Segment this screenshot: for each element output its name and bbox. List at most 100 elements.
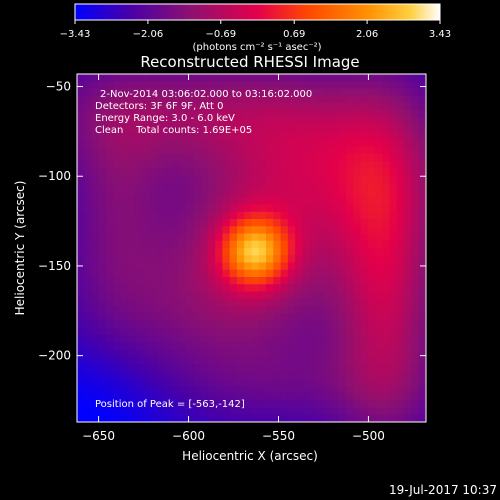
heatmap-cell xyxy=(367,139,376,148)
heatmap-cell xyxy=(156,277,165,285)
heatmap-cell xyxy=(418,175,426,184)
heatmap-cell xyxy=(266,306,274,314)
heatmap-cell xyxy=(186,291,194,300)
heatmap-cell xyxy=(382,74,391,82)
heatmap-cell xyxy=(127,277,136,285)
heatmap-cell xyxy=(353,161,362,169)
heatmap-cell xyxy=(91,197,100,206)
heatmap-cell xyxy=(382,342,391,351)
heatmap-cell xyxy=(266,262,274,271)
heatmap-cell xyxy=(324,161,333,169)
heatmap-cell xyxy=(77,88,85,97)
heatmap-cell xyxy=(84,161,93,169)
heatmap-cell xyxy=(346,95,354,104)
heatmap-cell xyxy=(331,378,340,387)
heatmap-cell xyxy=(375,197,383,206)
heatmap-cell xyxy=(229,269,238,278)
heatmap-cell xyxy=(156,407,165,416)
heatmap-cell xyxy=(338,117,347,126)
heatmap-cell xyxy=(375,161,383,169)
heatmap-cell xyxy=(258,320,267,329)
heatmap-area xyxy=(77,74,426,422)
heatmap-cell xyxy=(164,132,173,140)
heatmap-cell xyxy=(244,255,253,264)
heatmap-cell xyxy=(338,190,347,198)
heatmap-cell xyxy=(142,74,151,82)
heatmap-cell xyxy=(273,327,282,336)
heatmap-cell xyxy=(353,146,362,155)
heatmap-cell xyxy=(382,269,391,278)
heatmap-cell xyxy=(178,146,187,155)
heatmap-cell xyxy=(186,320,194,329)
heatmap-cell xyxy=(331,364,340,372)
heatmap-cell xyxy=(287,364,296,372)
heatmap-cell xyxy=(113,356,122,365)
heatmap-cell xyxy=(207,371,216,380)
heatmap-cell xyxy=(331,233,340,242)
heatmap-cell xyxy=(193,110,202,119)
heatmap-cell xyxy=(375,226,383,235)
heatmap-cell xyxy=(120,327,129,336)
heatmap-cell xyxy=(287,74,296,82)
heatmap-cell xyxy=(418,240,426,249)
heatmap-cell xyxy=(127,132,136,140)
heatmap-cell xyxy=(149,356,158,365)
heatmap-cell xyxy=(84,103,93,111)
heatmap-cell xyxy=(404,320,413,329)
heatmap-cell xyxy=(338,378,347,387)
heatmap-cell xyxy=(280,226,289,235)
heatmap-cell xyxy=(236,407,245,416)
heatmap-cell xyxy=(142,262,151,271)
heatmap-cell xyxy=(135,211,144,220)
heatmap-cell xyxy=(309,364,318,372)
heatmap-cell xyxy=(135,407,144,416)
heatmap-cell xyxy=(120,277,129,285)
heatmap-cell xyxy=(396,139,405,148)
heatmap-cell xyxy=(338,211,347,220)
heatmap-cell xyxy=(280,182,289,191)
heatmap-cell xyxy=(353,349,362,358)
heatmap-cell xyxy=(404,269,413,278)
heatmap-cell xyxy=(295,161,303,169)
heatmap-cell xyxy=(375,356,383,365)
heatmap-cell xyxy=(120,298,129,307)
heatmap-cell xyxy=(404,306,413,314)
heatmap-cell xyxy=(91,298,100,307)
heatmap-cell xyxy=(193,284,202,293)
heatmap-cell xyxy=(91,74,100,82)
heatmap-cell xyxy=(171,226,180,235)
heatmap-cell xyxy=(280,407,289,416)
heatmap-cell xyxy=(186,168,194,177)
heatmap-cell xyxy=(251,226,260,235)
heatmap-cell xyxy=(273,204,282,213)
heatmap-cell xyxy=(302,240,311,249)
heatmap-cell xyxy=(295,277,303,285)
heatmap-cell xyxy=(77,298,85,307)
heatmap-cell xyxy=(193,269,202,278)
heatmap-cell xyxy=(258,248,267,256)
heatmap-cell xyxy=(142,211,151,220)
heatmap-cell xyxy=(178,313,187,322)
heatmap-cell xyxy=(164,190,173,198)
heatmap-cell xyxy=(331,132,340,140)
heatmap-cell xyxy=(280,284,289,293)
heatmap-cell xyxy=(251,240,260,249)
heatmap-cell xyxy=(164,414,173,422)
heatmap-cell xyxy=(178,226,187,235)
heatmap-cell xyxy=(266,414,274,422)
heatmap-cell xyxy=(98,204,107,213)
heatmap-cell xyxy=(149,313,158,322)
heatmap-cell xyxy=(244,182,253,191)
heatmap-cell xyxy=(316,182,325,191)
heatmap-cell xyxy=(273,356,282,365)
heatmap-cell xyxy=(164,161,173,169)
heatmap-cell xyxy=(156,284,165,293)
heatmap-cell xyxy=(331,139,340,148)
heatmap-cell xyxy=(106,211,114,220)
heatmap-cell xyxy=(164,168,173,177)
heatmap-cell xyxy=(389,88,398,97)
heatmap-cell xyxy=(309,255,318,264)
heatmap-cell xyxy=(367,335,376,343)
heatmap-cell xyxy=(222,400,231,409)
heatmap-cell xyxy=(273,277,282,285)
